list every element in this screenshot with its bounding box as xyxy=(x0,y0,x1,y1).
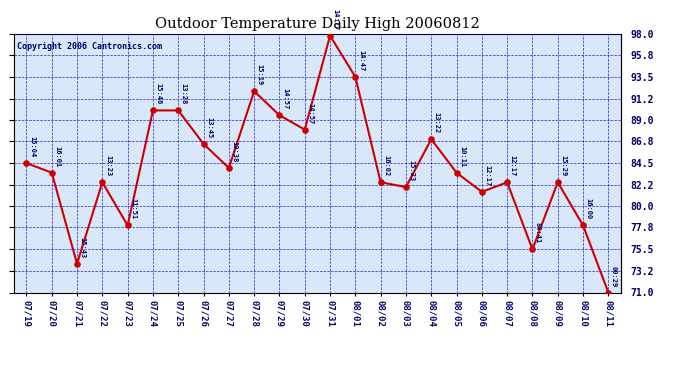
Point xyxy=(502,179,513,185)
Text: 15:29: 15:29 xyxy=(560,155,566,177)
Text: 16:01: 16:01 xyxy=(55,146,60,167)
Text: 13:22: 13:22 xyxy=(434,112,440,134)
Point xyxy=(21,160,32,166)
Text: 14:57: 14:57 xyxy=(282,88,288,110)
Text: 15:46: 15:46 xyxy=(155,83,161,105)
Text: 13:28: 13:28 xyxy=(181,83,187,105)
Point xyxy=(451,170,462,176)
Text: 14:77: 14:77 xyxy=(333,9,339,30)
Point xyxy=(350,74,361,80)
Point xyxy=(274,112,285,118)
Point xyxy=(299,127,310,133)
Point xyxy=(46,170,57,176)
Text: 16:00: 16:00 xyxy=(586,198,591,220)
Text: 10:11: 10:11 xyxy=(459,146,465,167)
Point xyxy=(224,165,235,171)
Point xyxy=(72,261,83,267)
Text: 15:04: 15:04 xyxy=(29,136,35,158)
Point xyxy=(400,184,411,190)
Point xyxy=(476,189,487,195)
Text: 10:38: 10:38 xyxy=(231,141,237,162)
Title: Outdoor Temperature Daily High 20060812: Outdoor Temperature Daily High 20060812 xyxy=(155,17,480,31)
Point xyxy=(552,179,563,185)
Point xyxy=(603,290,614,296)
Point xyxy=(426,136,437,142)
Text: 13:23: 13:23 xyxy=(105,155,111,177)
Point xyxy=(198,141,209,147)
Point xyxy=(172,107,184,113)
Text: 00:29: 00:29 xyxy=(611,266,617,287)
Text: 14:57: 14:57 xyxy=(307,103,313,124)
Text: 12:17: 12:17 xyxy=(510,155,515,177)
Point xyxy=(324,33,335,39)
Point xyxy=(578,222,589,228)
Text: 12:17: 12:17 xyxy=(484,165,491,186)
Text: 14:47: 14:47 xyxy=(358,50,364,71)
Text: 16:02: 16:02 xyxy=(383,155,389,177)
Point xyxy=(527,246,538,252)
Text: 15:19: 15:19 xyxy=(257,64,263,86)
Point xyxy=(148,107,159,113)
Point xyxy=(375,179,386,185)
Point xyxy=(248,88,259,94)
Text: 84:41: 84:41 xyxy=(535,222,541,244)
Point xyxy=(97,179,108,185)
Text: 13:45: 13:45 xyxy=(206,117,212,138)
Text: 15:23: 15:23 xyxy=(408,160,415,182)
Text: Copyright 2006 Cantronics.com: Copyright 2006 Cantronics.com xyxy=(17,42,162,51)
Text: 15:43: 15:43 xyxy=(79,237,86,258)
Point xyxy=(122,222,133,228)
Text: 11:51: 11:51 xyxy=(130,198,136,220)
